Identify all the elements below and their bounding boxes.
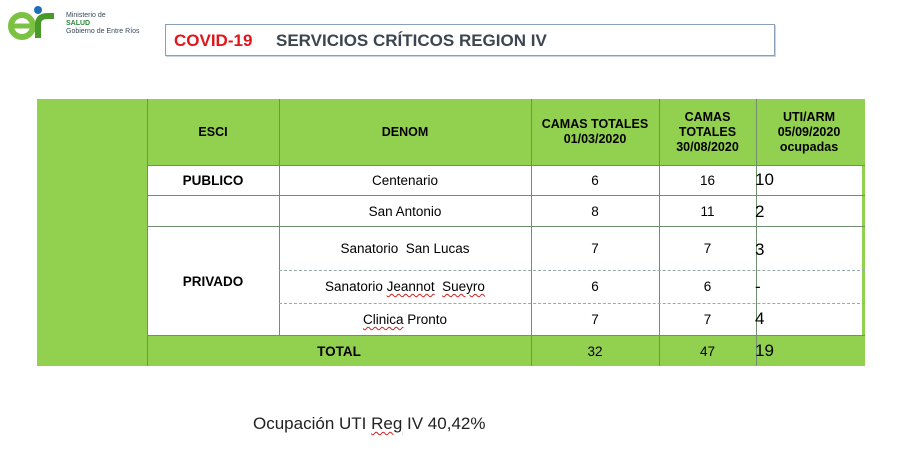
denom-part: Pronto	[403, 312, 448, 327]
summary-part: IV 40,42%	[402, 414, 486, 433]
total-uti: 19	[755, 341, 774, 360]
row-clinica-pronto-camas2: 7	[703, 312, 712, 327]
row-san-antonio-denom: San Antonio	[368, 204, 442, 219]
title-servicios: SERVICIOS CRÍTICOS REGION IV	[276, 31, 547, 50]
header-esci: ESCI	[198, 124, 228, 139]
total-camas1: 32	[587, 344, 603, 359]
row-san-antonio-camas2: 11	[700, 204, 715, 219]
header-uti-line1: UTI/ARM	[782, 109, 836, 124]
header-uti-line3: ocupadas	[779, 139, 839, 154]
header-denom: DENOM	[381, 124, 429, 139]
row-clinica-pronto-denom: Clinica Pronto	[279, 312, 531, 327]
summary-part: Ocupación UTI	[253, 414, 372, 433]
row-jeannot-sueyro-denom: Sanatorio Jeannot Sueyro	[279, 279, 531, 294]
header-camas1-line1: CAMAS TOTALES	[541, 117, 649, 131]
header-camas2-line2: TOTALES	[678, 124, 737, 139]
row-clinica-pronto-camas1: 7	[591, 312, 599, 327]
row-clinica-pronto-uti: 4	[755, 309, 765, 328]
logo-text: Ministerio de SALUD Gobierno de Entre Rí…	[66, 12, 140, 36]
row-san-lucas-denom: Sanatorio San Lucas	[340, 241, 470, 256]
er-logo-icon	[8, 6, 54, 40]
summary-part: Reg	[371, 414, 403, 433]
group-publico: PUBLICO	[182, 173, 244, 188]
denom-part: Jeannot	[386, 279, 435, 294]
group-privado: PRIVADO	[182, 274, 244, 289]
row-san-antonio-camas1: 8	[591, 204, 599, 219]
header-camas2-line3: 30/08/2020	[676, 139, 739, 154]
header-camas2-line1: CAMAS	[684, 109, 731, 124]
title-box: COVID-19 SERVICIOS CRÍTICOS REGION IV	[165, 24, 775, 56]
grid-line	[147, 195, 865, 196]
denom-part: Clinica	[362, 312, 404, 327]
grid-line	[659, 99, 660, 366]
row-centenario-camas2: 16	[699, 173, 716, 188]
row-san-lucas-camas1: 7	[591, 241, 599, 256]
grid-line	[756, 99, 757, 366]
critical-services-table: ESCI DENOM CAMAS TOTALES 01/03/2020 CAMA…	[37, 99, 865, 366]
logo-line3: Gobierno de Entre Ríos	[66, 28, 140, 35]
header-uti-arm: UTI/ARM 05/09/2020 ocupadas	[756, 99, 862, 165]
total-camas2: 47	[699, 344, 716, 359]
grid-line	[279, 270, 865, 271]
header-camas-totales-3008: CAMAS TOTALES 30/08/2020	[659, 99, 756, 165]
header-uti-line2: 05/09/2020	[777, 124, 841, 139]
grid-line	[279, 99, 280, 335]
denom-part: Sanatorio	[325, 279, 387, 294]
row-centenario-uti: 10	[755, 170, 774, 189]
row-san-lucas-uti: 3	[755, 240, 765, 259]
logo-line2: SALUD	[66, 20, 91, 27]
denom-part: Sueyro	[442, 279, 485, 294]
header-camas-totales-0103: CAMAS TOTALES 01/03/2020	[531, 99, 659, 165]
grid-line	[147, 226, 865, 227]
grid-line	[147, 165, 865, 166]
ocupacion-summary: Ocupación UTI Reg IV 40,42%	[253, 414, 485, 434]
grid-line	[147, 335, 865, 336]
grid-line	[147, 99, 148, 366]
total-label: TOTAL	[317, 344, 361, 359]
row-jeannot-sueyro-camas2: 6	[703, 279, 712, 294]
row-san-antonio-uti: 2	[755, 202, 765, 221]
grid-line	[531, 99, 532, 366]
table-body	[147, 166, 862, 335]
ministry-logo: Ministerio de SALUD Gobierno de Entre Rí…	[8, 4, 148, 44]
header-camas1-line2: 01/03/2020	[563, 132, 627, 146]
row-centenario-denom: Centenario	[371, 173, 439, 188]
row-jeannot-sueyro-uti: -	[755, 277, 761, 296]
row-san-lucas-camas2: 7	[703, 241, 712, 256]
logo-line1: Ministerio de	[66, 12, 106, 19]
row-centenario-camas1: 6	[591, 173, 599, 188]
title-covid: COVID-19	[174, 31, 253, 50]
grid-line	[279, 303, 865, 304]
row-jeannot-sueyro-camas1: 6	[591, 279, 599, 294]
